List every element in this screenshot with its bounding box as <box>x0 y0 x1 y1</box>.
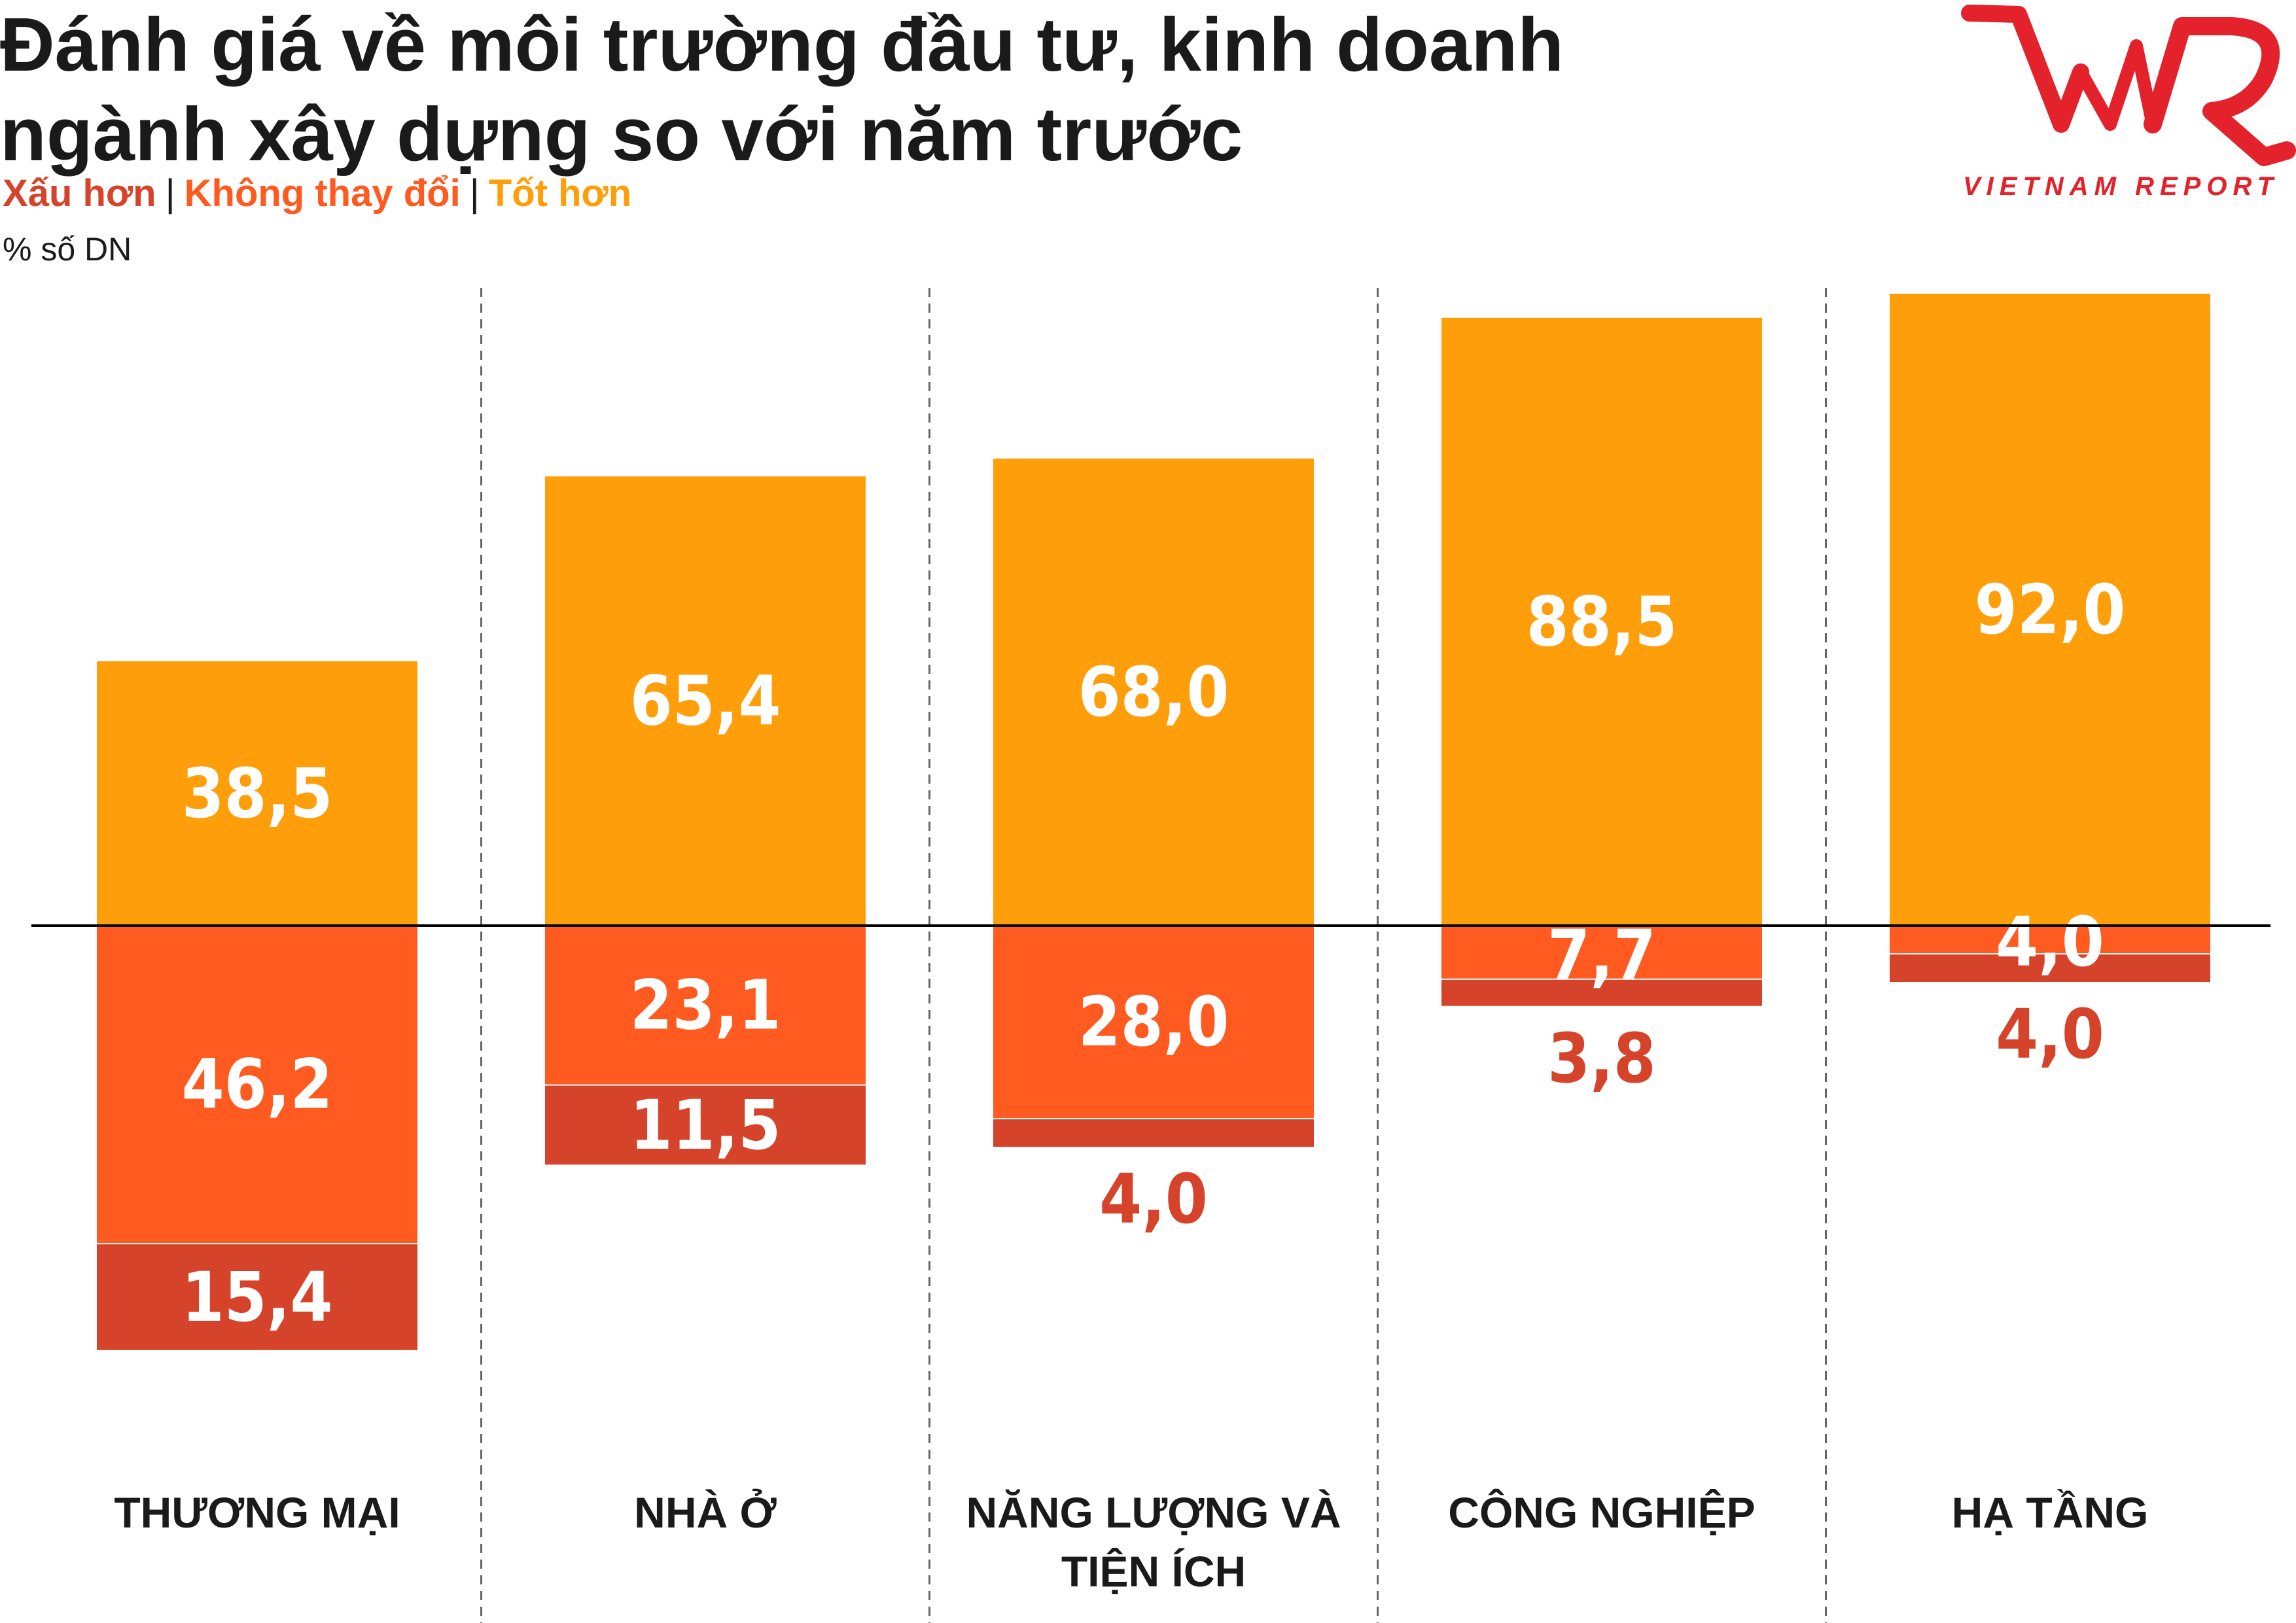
bar-worse <box>1441 979 1762 1006</box>
legend: Xấu hơn | Không thay đổi | Tốt hơn <box>3 171 631 215</box>
category-label: HẠ TẦNG <box>1952 1488 2149 1537</box>
bar-value-better: 68,0 <box>1078 652 1229 732</box>
logo-n-stroke <box>2074 39 2159 131</box>
bar-value-worse: 11,5 <box>630 1085 781 1165</box>
bar-value-better: 65,4 <box>630 661 781 741</box>
bar-worse <box>97 1244 417 1350</box>
bar-better <box>993 459 1314 926</box>
bar-unchanged <box>97 926 417 1244</box>
bar-worse <box>1890 954 2210 982</box>
bar-worse <box>993 1119 1314 1147</box>
bar-unchanged <box>993 926 1314 1118</box>
bar-value-unchanged: 28,0 <box>1078 982 1229 1062</box>
bar-value-unchanged: 7,7 <box>1547 915 1656 994</box>
legend-item-unchanged: Không thay đổi <box>184 172 461 215</box>
bar-value-worse: 3,8 <box>1547 1019 1656 1098</box>
chart-title-line-2: ngành xây dựng so với năm trước <box>0 91 1243 177</box>
vietnam-report-logo: VIETNAM REPORT <box>1961 5 2296 201</box>
bar-unchanged <box>1890 926 2210 953</box>
bar-value-unchanged: 46,2 <box>182 1045 333 1125</box>
bar-worse <box>545 1085 866 1165</box>
legend-item-worse: Xấu hơn <box>3 172 156 215</box>
category-label: THƯƠNG MẠI <box>114 1488 400 1537</box>
bar-better <box>545 476 866 926</box>
bar-value-worse: 15,4 <box>182 1257 333 1337</box>
bar-better <box>97 661 417 926</box>
logo-v-stroke <box>1961 5 2089 133</box>
legend-item-better: Tốt hơn <box>488 172 632 215</box>
bar-value-better: 88,5 <box>1527 582 1678 661</box>
diverging-bar-chart: 38,5 46,2 15,4 THƯƠNG MẠI 65,4 23,1 11,5 NHÀ Ở 6… <box>31 288 2270 1623</box>
bar-unchanged <box>1441 926 1762 979</box>
logo-r-stroke <box>2144 17 2296 166</box>
vnr-logo-mark-icon <box>1961 5 2296 166</box>
bar-better <box>1441 317 1762 926</box>
chart-title: Đánh giá về môi trường đầu tư, kinh doan… <box>0 0 1564 179</box>
bar-better <box>1890 294 2210 926</box>
bar-value-better: 92,0 <box>1975 570 2126 650</box>
legend-separator: | <box>469 172 480 215</box>
bar-value-better: 38,5 <box>182 754 333 833</box>
bar-value-unchanged: 4,0 <box>1996 902 2104 982</box>
unit-label: % số DN <box>3 231 132 268</box>
legend-separator: | <box>165 172 175 215</box>
category-label: NHÀ Ở <box>634 1488 777 1537</box>
bar-unchanged <box>545 926 866 1085</box>
category-label: NĂNG LƯỢNG VÀ <box>966 1488 1341 1537</box>
bar-value-worse: 4,0 <box>1996 994 2104 1074</box>
category-label: CÔNG NGHIỆP <box>1448 1488 1755 1537</box>
chart-title-line-1: Đánh giá về môi trường đầu tư, kinh doan… <box>0 2 1564 87</box>
bar-value-unchanged: 23,1 <box>630 965 781 1045</box>
logo-text: VIETNAM REPORT <box>1963 172 2279 201</box>
bar-value-worse: 4,0 <box>1099 1159 1208 1239</box>
category-label: TIỆN ÍCH <box>1061 1547 1246 1596</box>
